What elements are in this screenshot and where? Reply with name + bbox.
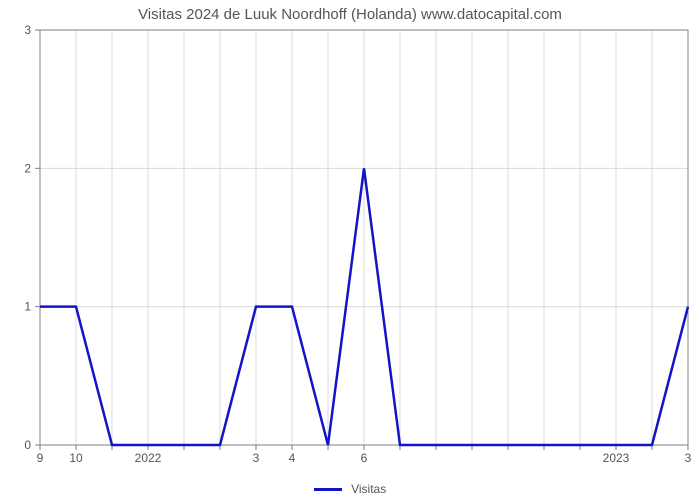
- legend-swatch: [314, 488, 342, 491]
- chart-title: Visitas 2024 de Luuk Noordhoff (Holanda)…: [0, 6, 700, 23]
- legend: Visitas: [0, 482, 700, 496]
- svg-text:6: 6: [361, 451, 368, 465]
- svg-text:9: 9: [37, 451, 44, 465]
- svg-text:1: 1: [24, 300, 31, 314]
- chart-container: Visitas 2024 de Luuk Noordhoff (Holanda)…: [0, 0, 700, 500]
- legend-label: Visitas: [351, 482, 386, 496]
- svg-text:10: 10: [69, 451, 83, 465]
- svg-text:2: 2: [24, 161, 31, 175]
- svg-text:3: 3: [685, 451, 692, 465]
- svg-text:0: 0: [24, 438, 31, 452]
- svg-text:2023: 2023: [603, 451, 630, 465]
- svg-text:3: 3: [24, 23, 31, 37]
- svg-text:2022: 2022: [135, 451, 162, 465]
- line-chart: 0 1 2 3 9 10 2022 3 4 6 2023 3: [0, 0, 700, 500]
- svg-text:3: 3: [253, 451, 260, 465]
- svg-text:4: 4: [289, 451, 296, 465]
